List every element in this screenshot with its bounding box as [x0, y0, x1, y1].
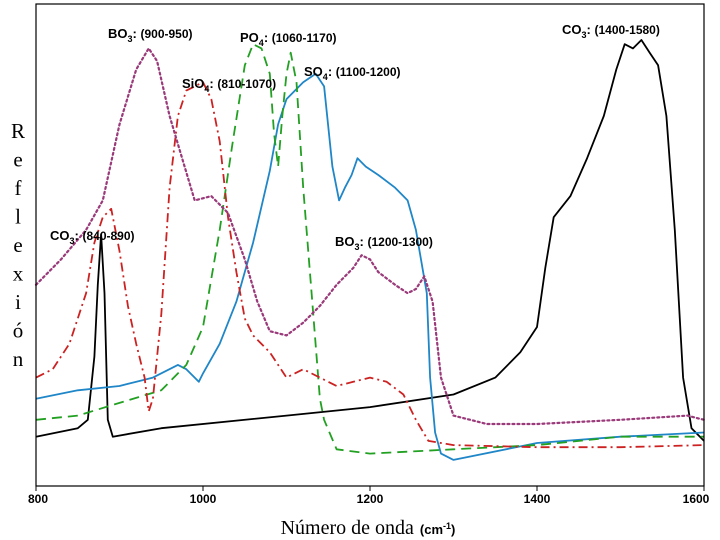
annotation-bo3_high: BO3: (1200-1300) [335, 234, 433, 252]
annotation-sio4: SiO4: (810-1070) [182, 76, 276, 94]
x-tick-label: 800 [28, 492, 48, 506]
plot-frame [35, 3, 705, 487]
annotation-bo3_low: BO3: (900-950) [108, 26, 193, 44]
annotation-po4: PO4: (1060-1170) [240, 30, 336, 48]
series-line-5 [34, 47, 706, 426]
annotation-co3_low: CO3: (840-890) [50, 228, 135, 246]
series-line-1 [35, 39, 705, 442]
x-tick-label: 1000 [190, 492, 217, 506]
annotation-so4: SO4: (1100-1200) [304, 64, 400, 82]
x-tick-label: 1400 [524, 492, 551, 506]
annotation-co3_high: CO3: (1400-1580) [562, 22, 660, 40]
x-tick-label: 1600 [683, 492, 710, 506]
series-line-3 [35, 43, 704, 455]
x-axis-label: Número de onda (cm-1) [281, 517, 456, 539]
series-layer [34, 39, 706, 461]
x-tick-label: 1200 [357, 492, 384, 506]
series-line-4 [35, 81, 705, 449]
x-tick-layer: 800 1000 1200 1400 1600 [28, 486, 710, 506]
series-line-2 [35, 72, 705, 461]
annotation-layer: CO3: (1400-1580) BO3: (900-950) PO4: (1060… [50, 22, 660, 252]
